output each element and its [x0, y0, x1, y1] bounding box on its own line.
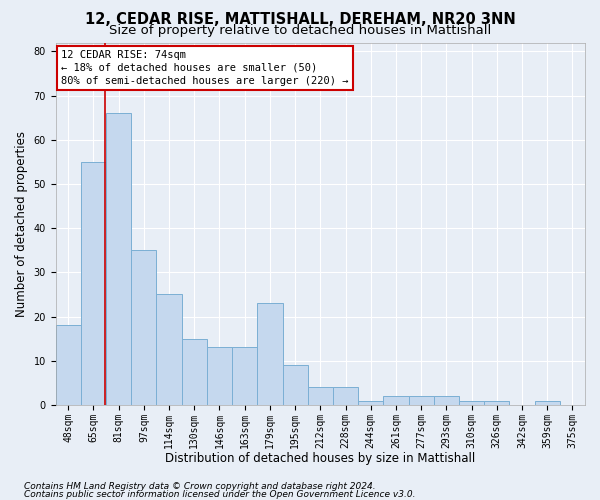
Text: Contains public sector information licensed under the Open Government Licence v3: Contains public sector information licen… [24, 490, 415, 499]
Bar [283, 365, 308, 405]
Text: Size of property relative to detached houses in Mattishall: Size of property relative to detached ho… [109, 24, 491, 37]
Bar [358, 400, 383, 405]
Bar [131, 250, 157, 405]
Bar [56, 326, 81, 405]
Y-axis label: Number of detached properties: Number of detached properties [15, 130, 28, 316]
Bar [333, 388, 358, 405]
Bar [409, 396, 434, 405]
Bar [383, 396, 409, 405]
Bar [182, 338, 207, 405]
Bar [232, 348, 257, 405]
Bar [157, 294, 182, 405]
Text: Contains HM Land Registry data © Crown copyright and database right 2024.: Contains HM Land Registry data © Crown c… [24, 482, 376, 491]
X-axis label: Distribution of detached houses by size in Mattishall: Distribution of detached houses by size … [165, 452, 475, 465]
Bar [434, 396, 459, 405]
Bar [106, 113, 131, 405]
Bar [81, 162, 106, 405]
Bar [257, 304, 283, 405]
Bar [308, 388, 333, 405]
Text: 12 CEDAR RISE: 74sqm
← 18% of detached houses are smaller (50)
80% of semi-detac: 12 CEDAR RISE: 74sqm ← 18% of detached h… [61, 50, 349, 86]
Bar [484, 400, 509, 405]
Text: 12, CEDAR RISE, MATTISHALL, DEREHAM, NR20 3NN: 12, CEDAR RISE, MATTISHALL, DEREHAM, NR2… [85, 12, 515, 28]
Bar [535, 400, 560, 405]
Bar [459, 400, 484, 405]
Bar [207, 348, 232, 405]
